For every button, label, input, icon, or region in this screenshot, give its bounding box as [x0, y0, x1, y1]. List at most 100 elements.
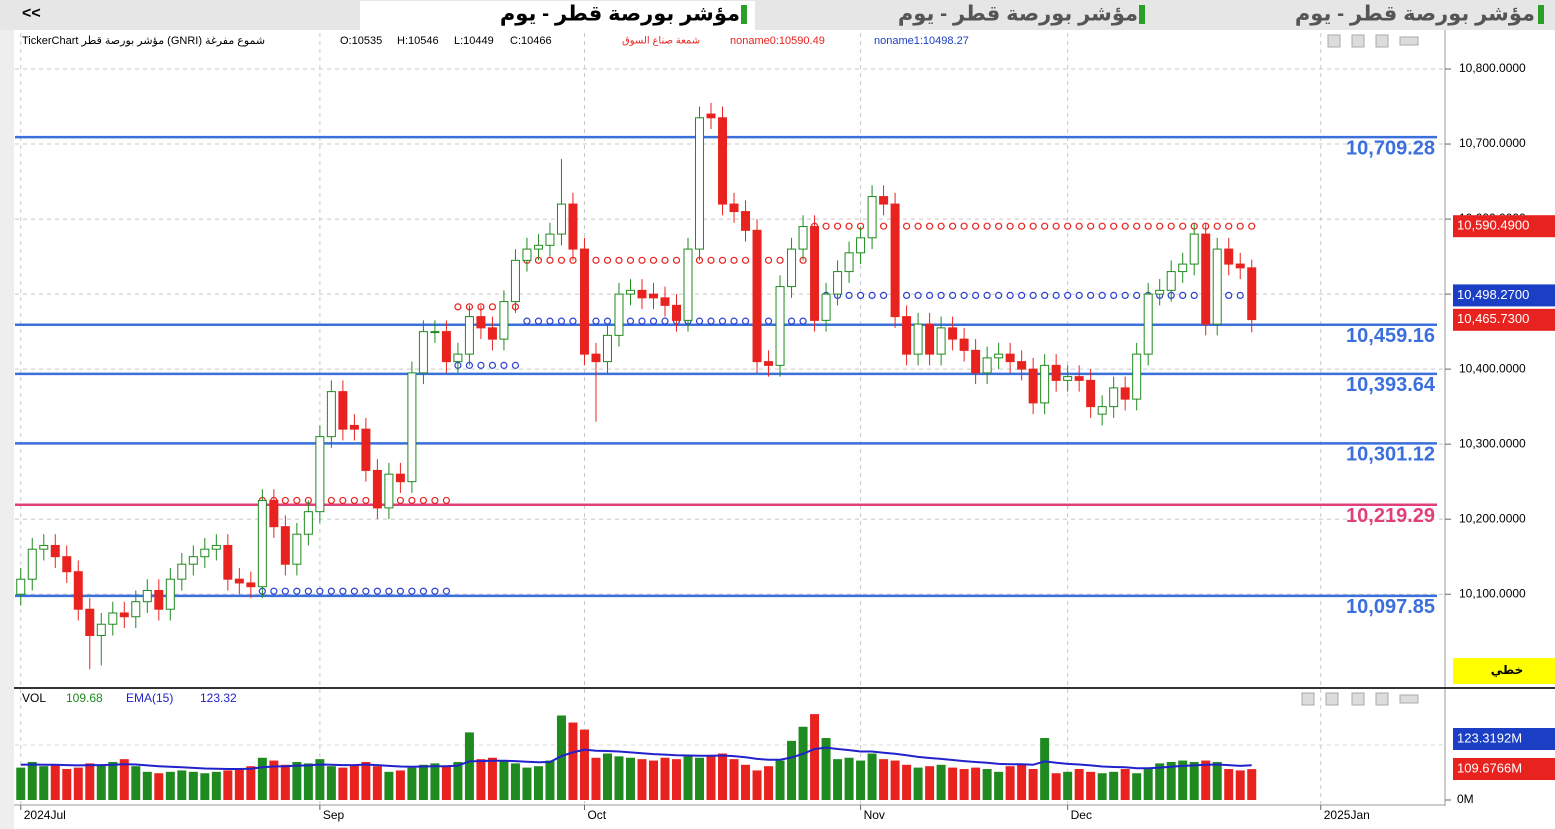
- indicator-dot: [1144, 222, 1152, 230]
- scale-mode[interactable]: خطي: [1491, 663, 1523, 677]
- volume-bar: [1166, 761, 1176, 800]
- volume-bar: [177, 770, 187, 800]
- candle-body: [1086, 379, 1096, 408]
- candle-body: [510, 259, 520, 303]
- indicator-dot: [1179, 222, 1187, 230]
- volume-bar: [280, 764, 290, 800]
- indicator-dot: [960, 222, 968, 230]
- toolbar-button[interactable]: [1351, 34, 1365, 48]
- candle-body: [453, 353, 463, 363]
- volume-bar: [1201, 760, 1211, 800]
- volume-bar: [85, 763, 95, 800]
- candle-body: [418, 331, 428, 374]
- candle-body: [154, 589, 164, 610]
- indicator-dot: [983, 222, 991, 230]
- volume-bar: [718, 753, 728, 800]
- volume-bar: [798, 726, 808, 800]
- indicator-dot: [339, 587, 347, 595]
- indicator-dot: [477, 361, 485, 369]
- candle-body: [39, 544, 49, 550]
- indicator-dot: [339, 496, 347, 505]
- volume-bar: [752, 770, 762, 800]
- indicator-dot: [293, 587, 301, 595]
- candle-body: [890, 203, 900, 318]
- volume-bar: [556, 715, 566, 800]
- candle-body: [821, 293, 831, 321]
- candle-body: [315, 436, 325, 513]
- volume-bar: [787, 740, 797, 800]
- indicator-dot: [972, 291, 980, 299]
- indicator-dot: [960, 291, 968, 299]
- indicator-dot: [926, 291, 934, 299]
- indicator-dot: [741, 256, 750, 264]
- indicator-dot: [327, 496, 335, 505]
- level-label: 10,393.64: [1346, 374, 1436, 396]
- x-tick-label: 2025Jan: [1324, 808, 1370, 822]
- indicator-dot: [741, 317, 750, 325]
- toolbar-button[interactable]: [1327, 34, 1341, 48]
- toolbar-button[interactable]: [1375, 34, 1389, 48]
- volume-bar: [257, 757, 267, 800]
- indicator-dot: [1236, 222, 1244, 230]
- volume-bar: [269, 760, 279, 800]
- candle-body: [706, 113, 716, 119]
- volume-bar: [936, 764, 946, 800]
- indicator-dot: [983, 291, 991, 299]
- ema-line: [20, 746, 1252, 770]
- indicator-dot: [408, 587, 416, 595]
- candle-body: [1201, 233, 1211, 325]
- tab-title[interactable]: مؤشر بورصة قطر - يوم: [1295, 3, 1535, 26]
- candle-body: [648, 293, 658, 299]
- indicator-dot: [281, 587, 289, 595]
- candle-body: [349, 424, 359, 430]
- candle-body: [499, 301, 509, 340]
- x-tick-label: 2024Jul: [24, 808, 66, 822]
- scale-mode-button[interactable]: [1453, 658, 1555, 684]
- candle-body: [1224, 248, 1234, 265]
- indicator-dot: [603, 256, 612, 264]
- volume-bar: [1235, 770, 1245, 800]
- indicator-dot: [270, 587, 278, 595]
- tab-active[interactable]: [360, 1, 755, 30]
- nav-button[interactable]: <<: [22, 5, 41, 22]
- indicator-dot: [1098, 222, 1106, 230]
- indicator-dot: [937, 222, 945, 230]
- candle-body: [1097, 406, 1107, 415]
- indicator-dot: [1018, 222, 1026, 230]
- candle-body: [545, 233, 555, 246]
- volume-bar: [188, 771, 198, 800]
- volume-bar: [326, 766, 336, 800]
- indicator-dot: [707, 317, 715, 325]
- toolbar-button[interactable]: [1301, 692, 1315, 706]
- volume-bar: [108, 761, 118, 800]
- indicator-dot: [592, 256, 600, 264]
- indicator-dot: [362, 496, 370, 505]
- indicator-dot: [592, 317, 600, 325]
- candle-body: [718, 117, 728, 205]
- volume-bar: [741, 764, 751, 800]
- tab-icon: [1538, 5, 1544, 24]
- toolbar-button[interactable]: [1351, 692, 1365, 706]
- volume-bar: [223, 770, 233, 800]
- toolbar-button[interactable]: [1325, 692, 1339, 706]
- indicator-dot: [799, 317, 807, 325]
- toolbar-button[interactable]: [1399, 694, 1419, 704]
- candle-body: [430, 331, 440, 334]
- toolbar-button[interactable]: [1399, 36, 1419, 46]
- candle-body: [971, 349, 981, 374]
- indicator-dot: [442, 587, 451, 595]
- toolbar-button[interactable]: [1375, 692, 1389, 706]
- indicator-dot: [603, 317, 612, 325]
- indicator-dot: [1225, 222, 1233, 230]
- price-label: 10,465.7300: [1457, 311, 1529, 326]
- indicator-dot: [350, 496, 358, 505]
- indicator-dot: [787, 317, 796, 325]
- tab-title[interactable]: مؤشر بورصة قطر - يوم: [898, 3, 1138, 26]
- tab-title[interactable]: مؤشر بورصة قطر - يوم: [500, 3, 740, 26]
- candle-body: [844, 252, 854, 273]
- volume-bar: [925, 766, 935, 800]
- last-value-label: 123.3192M: [1457, 730, 1522, 745]
- volume-bar: [154, 773, 164, 800]
- indicator-dot: [615, 256, 623, 264]
- indicator-dot: [488, 361, 497, 369]
